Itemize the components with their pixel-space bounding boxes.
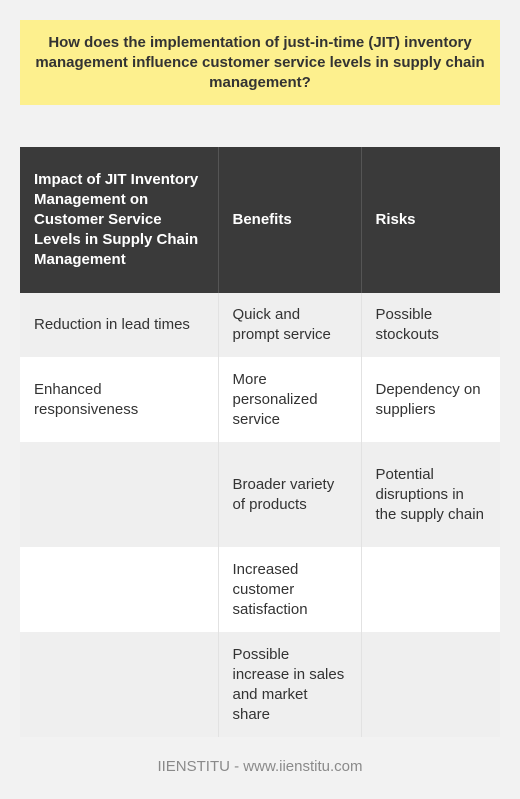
question-banner: How does the implementation of just-in-t…	[20, 20, 500, 105]
footer-credit: IIENSTITU - www.iienstitu.com	[157, 758, 363, 775]
table-header-row: Impact of JIT Inventory Management on Cu…	[20, 147, 500, 293]
cell-benefit: Increased customer satisfaction	[218, 547, 362, 632]
cell-risk: Possible stockouts	[361, 293, 500, 357]
cell-impact	[20, 547, 219, 632]
table-row: Enhanced responsiveness More personalize…	[20, 357, 500, 442]
cell-benefit: More personalized service	[218, 357, 362, 442]
header-impact: Impact of JIT Inventory Management on Cu…	[20, 147, 219, 293]
impact-table: Impact of JIT Inventory Management on Cu…	[20, 147, 500, 737]
cell-risk: Dependency on suppliers	[361, 357, 500, 442]
cell-impact: Reduction in lead times	[20, 293, 219, 357]
table-row: Broader variety of products Potential di…	[20, 442, 500, 547]
cell-benefit: Possible increase in sales and market sh…	[218, 632, 362, 737]
table-row: Increased customer satisfaction	[20, 547, 500, 632]
cell-benefit: Quick and prompt service	[218, 293, 362, 357]
header-risks: Risks	[361, 147, 500, 293]
cell-risk	[361, 632, 500, 737]
cell-benefit: Broader variety of products	[218, 442, 362, 547]
header-benefits: Benefits	[218, 147, 362, 293]
cell-risk	[361, 547, 500, 632]
cell-risk: Potential disruptions in the supply chai…	[361, 442, 500, 547]
cell-impact	[20, 442, 219, 547]
cell-impact: Enhanced responsiveness	[20, 357, 219, 442]
table-row: Reduction in lead times Quick and prompt…	[20, 293, 500, 357]
cell-impact	[20, 632, 219, 737]
table-row: Possible increase in sales and market sh…	[20, 632, 500, 737]
question-text: How does the implementation of just-in-t…	[35, 33, 485, 91]
